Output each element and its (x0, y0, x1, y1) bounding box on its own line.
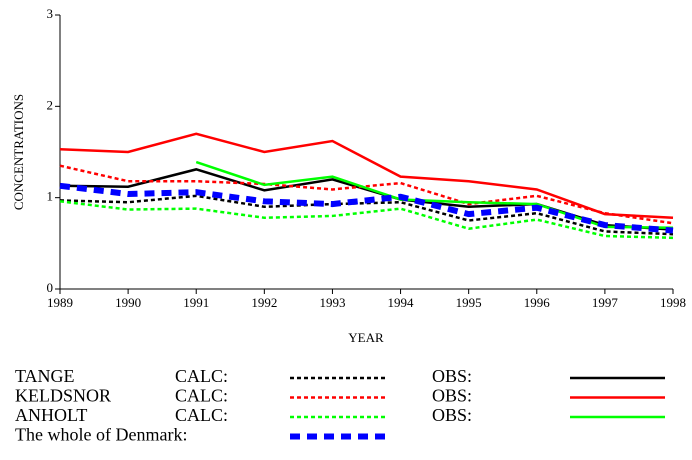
x-tick-label: 1998 (660, 295, 686, 310)
y-tick-label: 2 (47, 97, 54, 112)
x-tick-label: 1993 (319, 295, 345, 310)
series-line (195, 160, 674, 230)
legend-label: OBS: (432, 405, 472, 425)
legend-label: CALC: (175, 366, 228, 386)
y-tick-label: 3 (47, 6, 54, 21)
series-line (59, 182, 674, 234)
y-tick-label: 0 (47, 280, 54, 295)
series-line (59, 132, 674, 220)
x-tick-label: 1994 (388, 295, 415, 310)
series-line (59, 164, 674, 225)
x-tick-label: 1990 (115, 295, 141, 310)
legend-label: CALC: (175, 386, 228, 406)
y-tick-label: 1 (47, 189, 54, 204)
x-axis-title: YEAR (348, 330, 384, 345)
x-tick-label: 1992 (251, 295, 277, 310)
x-tick-label: 1997 (592, 295, 619, 310)
legend-station: KELDSNOR (15, 386, 111, 406)
legend-label: CALC: (175, 405, 228, 425)
legend-station: TANGE (15, 366, 75, 386)
legend-label: OBS: (432, 386, 472, 406)
legend-label: The whole of Denmark: (15, 425, 187, 445)
x-tick-label: 1989 (47, 295, 73, 310)
x-tick-label: 1995 (456, 295, 482, 310)
y-axis-title: CONCENTRATIONS (11, 94, 26, 210)
x-tick-label: 1991 (183, 295, 209, 310)
x-tick-label: 1996 (524, 295, 551, 310)
legend-label: OBS: (432, 366, 472, 386)
legend-station: ANHOLT (15, 405, 87, 425)
